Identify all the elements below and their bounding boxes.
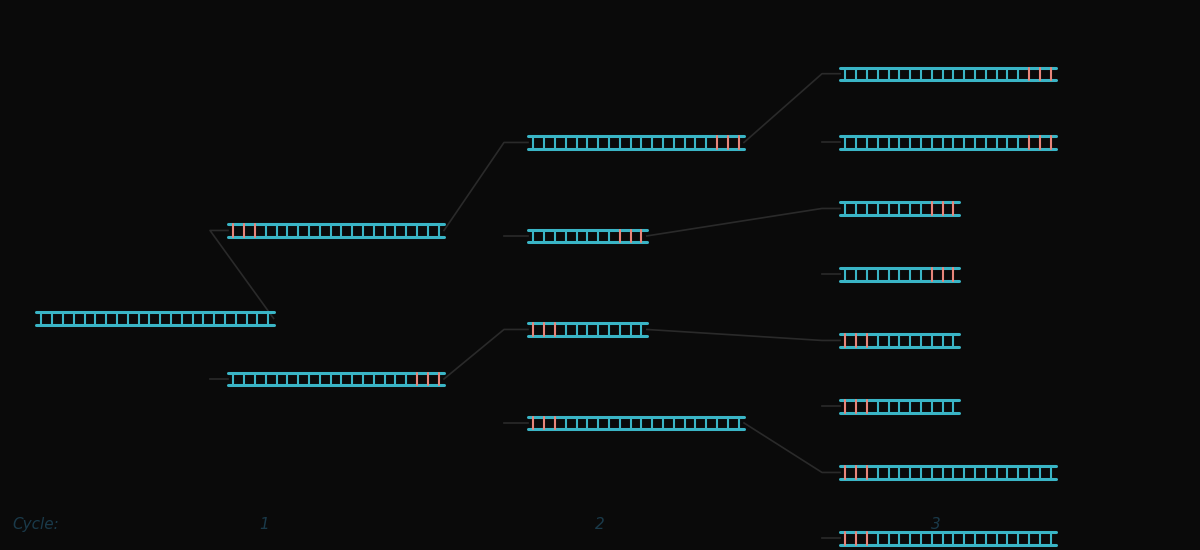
Text: 2: 2 <box>595 517 605 532</box>
Text: 1: 1 <box>259 517 269 532</box>
Text: 3: 3 <box>931 517 941 532</box>
Text: Cycle:: Cycle: <box>13 517 59 532</box>
